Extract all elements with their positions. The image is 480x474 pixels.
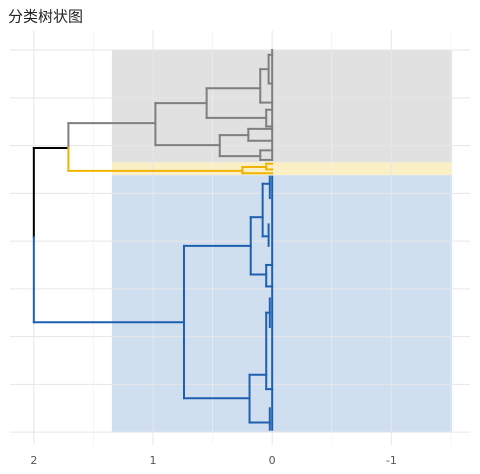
chart-title: 分类树状图 <box>8 8 83 26</box>
cluster-band <box>111 50 453 163</box>
x-tick-label: 0 <box>269 454 276 467</box>
x-tick-label: -1 <box>386 454 397 467</box>
cluster-band <box>111 175 453 433</box>
x-tick-label: 2 <box>30 454 37 467</box>
x-tick-label: 1 <box>150 454 157 467</box>
cluster-band <box>111 162 453 176</box>
